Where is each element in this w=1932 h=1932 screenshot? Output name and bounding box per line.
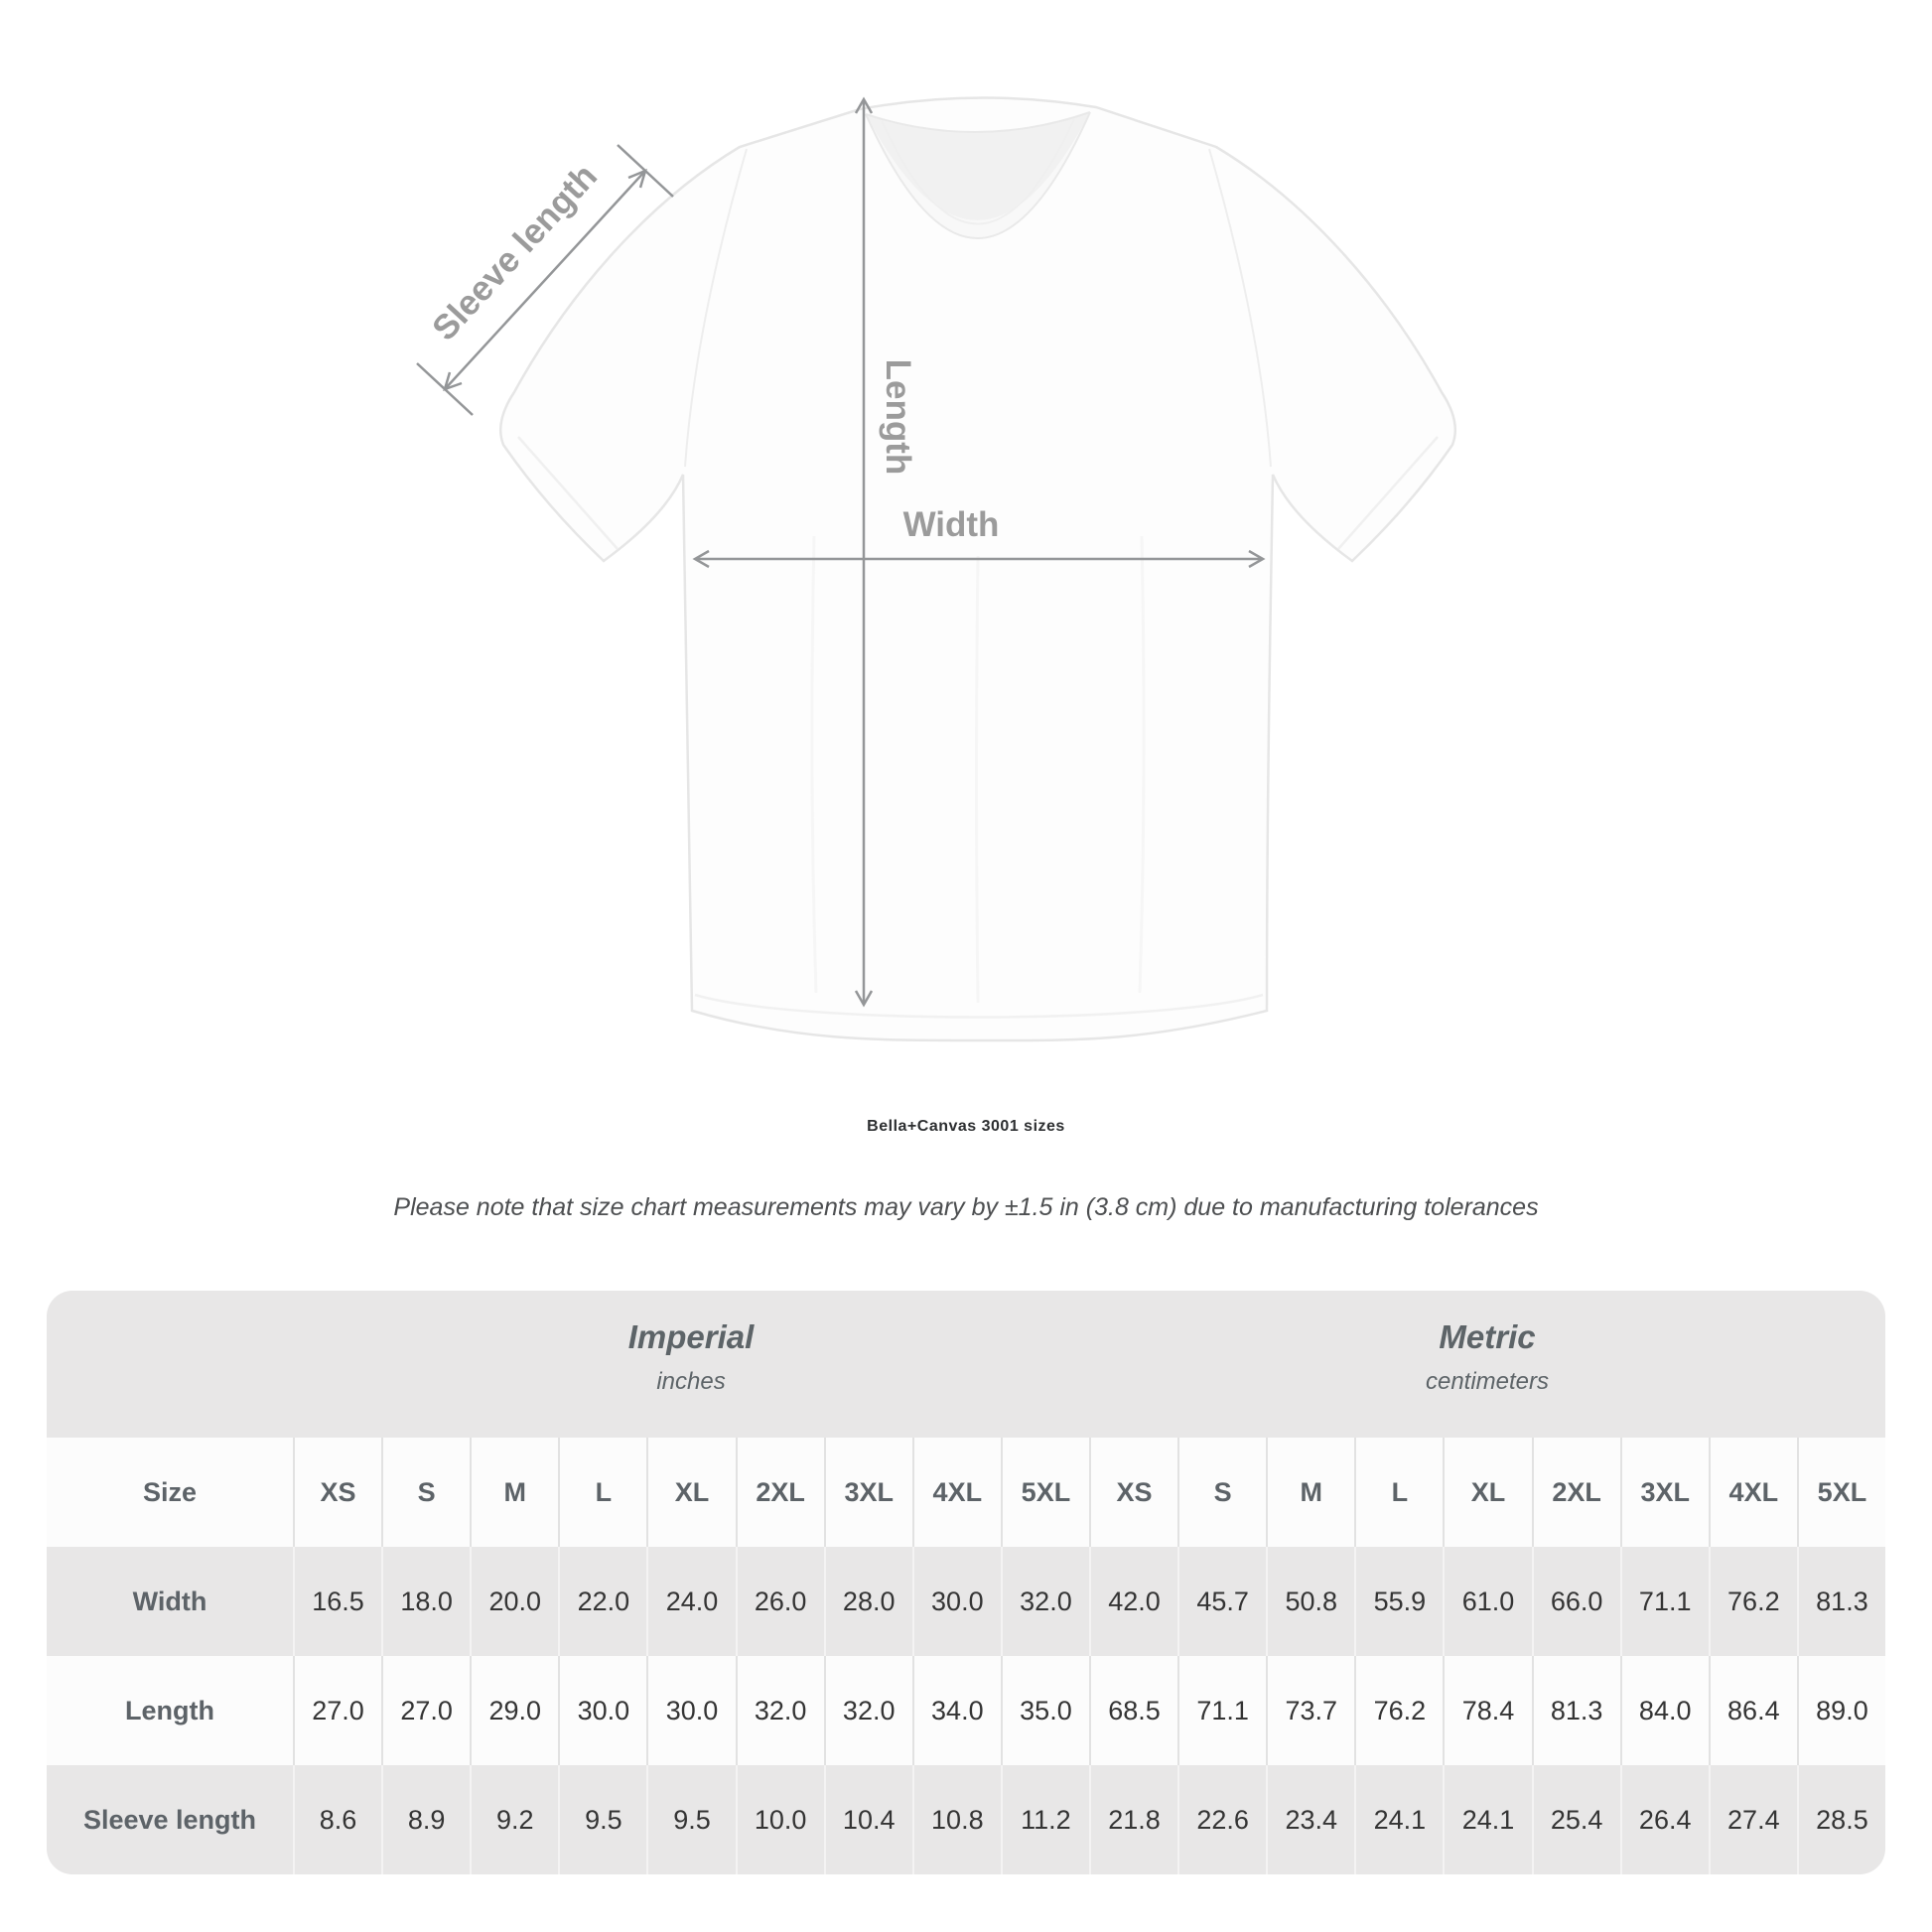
value-cell: 26.4 (1619, 1765, 1709, 1874)
value-cell: 76.2 (1354, 1656, 1444, 1765)
value-cell: 68.5 (1089, 1656, 1178, 1765)
size-header-cell: 5XL (1796, 1438, 1885, 1547)
tolerance-note: Please note that size chart measurements… (393, 1193, 1539, 1221)
value-cell: 27.0 (381, 1656, 471, 1765)
value-cell: 8.9 (381, 1765, 470, 1874)
value-cell: 32.0 (1000, 1547, 1089, 1656)
size-header-cell: S (381, 1438, 471, 1547)
value-cell: 50.8 (1266, 1547, 1354, 1656)
value-cell: 42.0 (1089, 1547, 1177, 1656)
value-cell: 23.4 (1266, 1765, 1354, 1874)
value-cell: 71.1 (1619, 1547, 1709, 1656)
value-cell: 34.0 (911, 1656, 1001, 1765)
imperial-section-header: Imperial inches (293, 1291, 1089, 1438)
value-cell: 86.4 (1708, 1656, 1797, 1765)
value-cell: 24.1 (1443, 1765, 1531, 1874)
value-cell: 27.0 (293, 1656, 382, 1765)
value-cell: 45.7 (1177, 1547, 1266, 1656)
value-cell: 84.0 (1619, 1656, 1709, 1765)
value-cell: 35.0 (1000, 1656, 1089, 1765)
size-header-cell: XS (1089, 1438, 1178, 1547)
size-header-cell: 2XL (735, 1438, 824, 1547)
value-cell: 61.0 (1443, 1547, 1531, 1656)
row-label-sleeve-length: Sleeve length (82, 1804, 257, 1835)
value-cell: 9.5 (558, 1765, 646, 1874)
value-cell: 10.4 (823, 1765, 912, 1874)
metric-section-header: Metric centimeters (1089, 1291, 1885, 1438)
imperial-unit: inches (656, 1368, 726, 1395)
size-header-cell: XL (1443, 1438, 1532, 1547)
value-cell: 24.1 (1354, 1765, 1443, 1874)
imperial-title: Imperial (627, 1318, 755, 1355)
size-chart-table: Imperial inches Metric centimeters Size … (47, 1291, 1885, 1874)
value-cell: 29.0 (470, 1656, 559, 1765)
metric-unit: centimeters (1425, 1368, 1550, 1395)
size-header-cell: 3XL (823, 1438, 912, 1547)
size-header-cell: L (558, 1438, 647, 1547)
value-cell: 22.0 (558, 1547, 646, 1656)
width-arrow: Width (692, 505, 1266, 569)
value-cell: 28.0 (823, 1547, 912, 1656)
value-cell: 30.0 (646, 1656, 736, 1765)
value-cell: 78.4 (1443, 1656, 1532, 1765)
value-cell: 9.2 (470, 1765, 558, 1874)
band-corner (47, 1291, 293, 1438)
value-cell: 55.9 (1354, 1547, 1443, 1656)
value-cell: 30.0 (911, 1547, 1001, 1656)
length-label: Length (879, 359, 917, 476)
size-header-cell: 4XL (911, 1438, 1001, 1547)
value-cell: 32.0 (735, 1656, 824, 1765)
value-cell: 28.5 (1796, 1765, 1885, 1874)
tshirt-illustration (499, 96, 1456, 1042)
value-cell: 20.0 (470, 1547, 558, 1656)
value-cell: 11.2 (1000, 1765, 1089, 1874)
size-header-cell: S (1177, 1438, 1267, 1547)
width-label: Width (903, 505, 1000, 544)
value-cell: 21.8 (1089, 1765, 1177, 1874)
value-cell: 81.3 (1531, 1656, 1620, 1765)
value-cell: 25.4 (1531, 1765, 1620, 1874)
row-label-width: Width (132, 1586, 207, 1616)
value-cell: 9.5 (646, 1765, 735, 1874)
value-cell: 22.6 (1177, 1765, 1266, 1874)
size-header-cell: 2XL (1531, 1438, 1620, 1547)
row-label-length: Length (47, 1656, 293, 1765)
size-header-cell: XS (293, 1438, 382, 1547)
value-cell: 73.7 (1266, 1656, 1355, 1765)
value-cell: 76.2 (1708, 1547, 1797, 1656)
value-cell: 26.0 (735, 1547, 824, 1656)
value-cell: 71.1 (1177, 1656, 1267, 1765)
value-cell: 30.0 (558, 1656, 647, 1765)
length-arrow: Length (854, 96, 917, 1008)
value-cell: 81.3 (1796, 1547, 1885, 1656)
size-header-cell: 5XL (1000, 1438, 1089, 1547)
page-title: Bella+Canvas 3001 sizes (867, 1118, 1065, 1135)
metric-title: Metric (1439, 1318, 1536, 1355)
size-header-cell: 4XL (1708, 1438, 1797, 1547)
value-cell: 27.4 (1708, 1765, 1797, 1874)
value-cell: 18.0 (381, 1547, 470, 1656)
value-cell: 8.6 (293, 1765, 381, 1874)
size-header-cell: M (470, 1438, 559, 1547)
tshirt-diagram: Sleeve length Length Width (416, 96, 1456, 1042)
value-cell: 16.5 (293, 1547, 381, 1656)
value-cell: 10.8 (911, 1765, 1001, 1874)
value-cell: 24.0 (646, 1547, 735, 1656)
value-cell: 32.0 (823, 1656, 912, 1765)
neck-opening (866, 112, 1090, 221)
value-cell: 89.0 (1796, 1656, 1885, 1765)
size-header-cell: 3XL (1619, 1438, 1709, 1547)
value-cell: 66.0 (1531, 1547, 1620, 1656)
size-header-cell: M (1266, 1438, 1355, 1547)
size-header-cell: XL (646, 1438, 736, 1547)
size-header-cell: L (1354, 1438, 1444, 1547)
value-cell: 10.0 (735, 1765, 824, 1874)
size-column-header: Size (47, 1438, 293, 1547)
